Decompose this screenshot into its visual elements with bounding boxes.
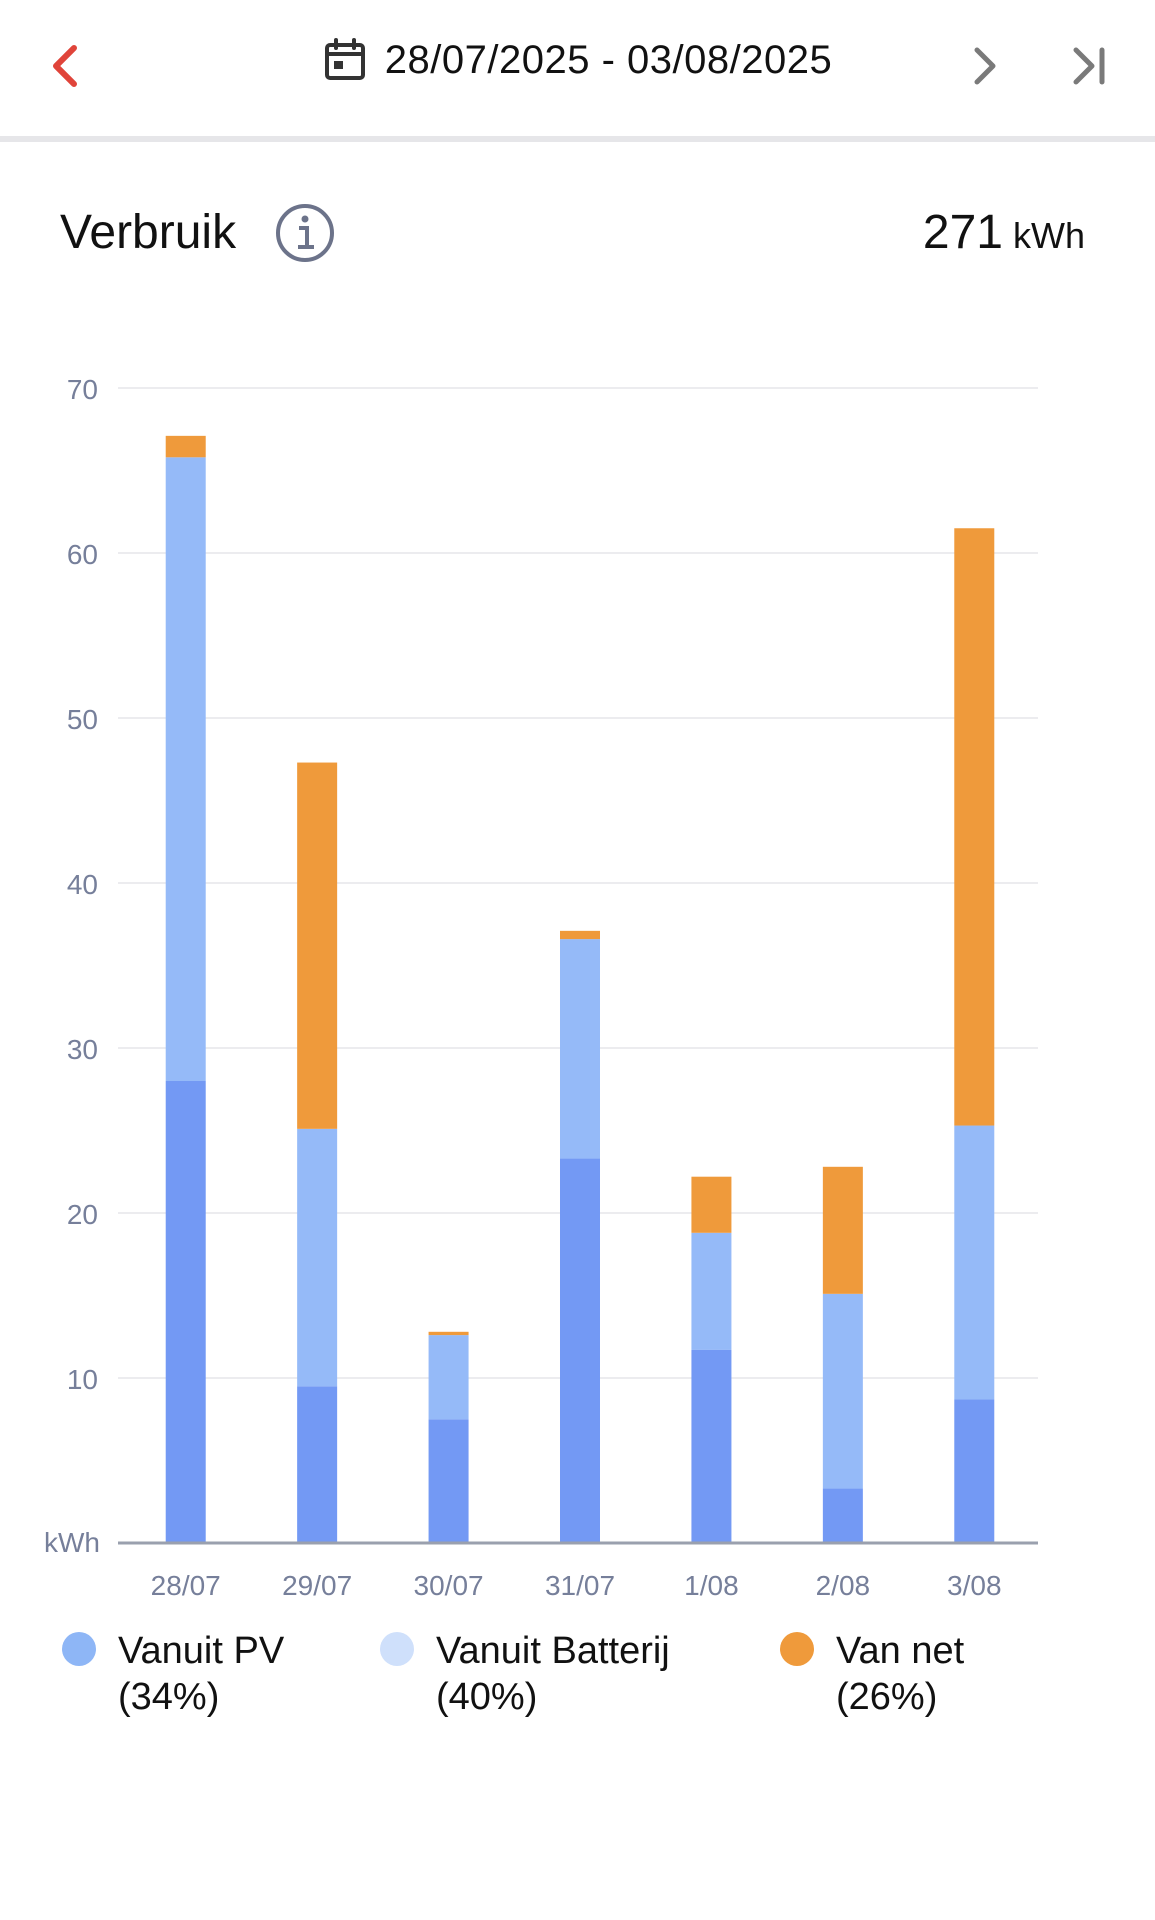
legend-dot-grid xyxy=(780,1632,814,1666)
date-range-picker[interactable]: 28/07/2025 - 03/08/2025 xyxy=(0,30,1155,90)
x-tick-label: 3/08 xyxy=(947,1570,1002,1601)
section-title: Verbruik xyxy=(60,206,237,259)
legend: Vanuit PV (34%) Vanuit Batterij (40%) Va… xyxy=(0,1628,1155,1738)
bar-segment-battery xyxy=(165,457,206,1081)
legend-share-grid: (26%) xyxy=(836,1676,938,1718)
y-axis-unit-label: kWh xyxy=(44,1527,100,1558)
bar-segment-grid xyxy=(822,1166,863,1294)
total-consumption: 271 kWh xyxy=(923,205,1085,260)
legend-dot-pv xyxy=(62,1632,96,1666)
bar-segment-grid xyxy=(297,762,338,1129)
y-tick-label: 40 xyxy=(67,869,98,900)
bar-segment-grid xyxy=(165,435,206,458)
total-value: 271 xyxy=(922,206,1003,259)
header-divider xyxy=(0,136,1155,142)
x-tick-label: 1/08 xyxy=(684,1570,739,1601)
legend-label-grid: Van net xyxy=(836,1630,965,1672)
bar-segment-pv xyxy=(691,1349,732,1543)
legend-label-pv: Vanuit PV xyxy=(118,1630,285,1672)
x-tick-label: 30/07 xyxy=(414,1570,484,1601)
bar-segment-battery xyxy=(297,1128,338,1387)
y-tick-label: 50 xyxy=(67,704,98,735)
y-tick-label: 20 xyxy=(67,1199,98,1230)
bar-segment-pv xyxy=(954,1399,995,1543)
y-tick-label: 60 xyxy=(67,539,98,570)
bar-segment-pv xyxy=(560,1158,600,1543)
legend-share-pv: (34%) xyxy=(118,1676,220,1718)
x-tick-label: 29/07 xyxy=(282,1570,352,1601)
date-range-label: 28/07/2025 - 03/08/2025 xyxy=(384,37,833,82)
bar-segment-battery xyxy=(822,1293,863,1489)
bar-segment-pv xyxy=(822,1488,863,1543)
x-tick-label: 28/07 xyxy=(151,1570,221,1601)
bar-segment-battery xyxy=(691,1232,732,1350)
x-tick-label: 2/08 xyxy=(816,1570,871,1601)
consumption-chart: 10 20 30 40 50 60 70 kWh 28/07 29/07 30/07 31/07 1/0… xyxy=(44,374,1038,1601)
bar-segment-grid xyxy=(560,930,600,940)
legend-item-battery: Vanuit Batterij (40%) xyxy=(380,1628,670,1720)
bar-segment-battery xyxy=(560,939,600,1159)
y-tick-label: 10 xyxy=(67,1364,98,1395)
next-button[interactable] xyxy=(957,38,1013,94)
bar-segment-pv xyxy=(165,1081,206,1543)
bar-segment-grid xyxy=(691,1176,732,1233)
skip-to-end-icon xyxy=(1073,47,1105,85)
x-tick-label: 31/07 xyxy=(545,1570,615,1601)
legend-dot-battery xyxy=(380,1632,414,1666)
legend-label-battery: Vanuit Batterij xyxy=(436,1630,670,1672)
legend-item-pv: Vanuit PV (34%) xyxy=(62,1628,284,1720)
calendar-icon xyxy=(324,38,365,80)
last-button[interactable] xyxy=(1062,38,1118,94)
y-tick-label: 70 xyxy=(67,374,98,405)
y-tick-label: 30 xyxy=(67,1034,98,1065)
bar-segment-grid xyxy=(954,528,995,1126)
back-button[interactable] xyxy=(38,38,94,94)
bar-segment-grid xyxy=(428,1331,469,1336)
bar-segment-battery xyxy=(428,1335,469,1420)
bar-segment-pv xyxy=(428,1419,469,1543)
bars xyxy=(165,435,995,1543)
bar-segment-pv xyxy=(297,1386,338,1543)
bar-segment-battery xyxy=(954,1125,995,1400)
axes: 10 20 30 40 50 60 70 kWh 28/07 29/07 30/07 31/07 1/0… xyxy=(44,374,1038,1601)
info-icon[interactable] xyxy=(274,202,336,264)
top-bar: 28/07/2025 - 03/08/2025 xyxy=(0,0,1155,142)
total-unit: kWh xyxy=(1013,215,1085,256)
legend-item-grid: Van net (26%) xyxy=(780,1628,964,1720)
chevron-left-icon xyxy=(53,45,77,87)
chevron-right-icon xyxy=(974,47,996,85)
legend-share-battery: (40%) xyxy=(436,1676,538,1718)
